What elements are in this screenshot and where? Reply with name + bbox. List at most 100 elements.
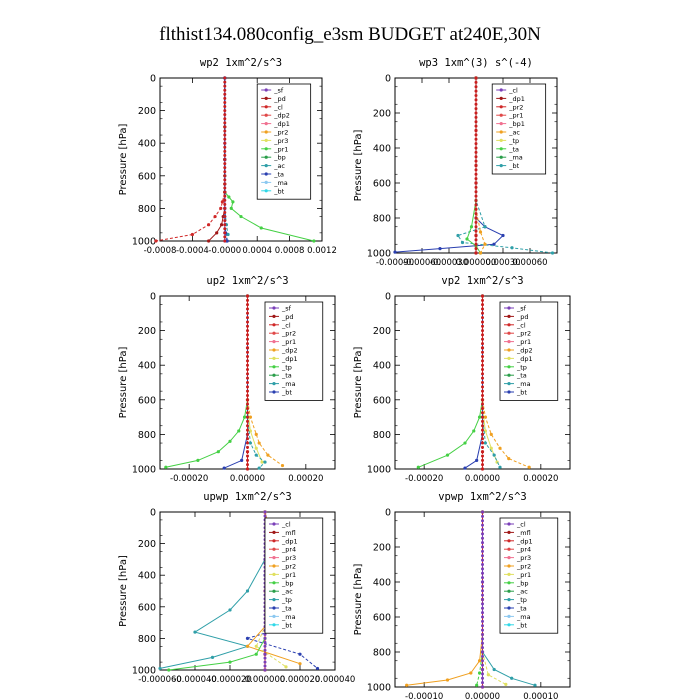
series-line-dp1 [418,296,483,468]
legend-marker [499,138,503,142]
panel-title: wp3 1xm^(3) s^(-4) [419,57,533,69]
zero-profile-point [246,298,249,302]
zero-profile-point [481,463,484,467]
zero-profile-point [223,227,227,231]
y-tick-label: 200 [138,539,156,550]
zero-profile-point [481,681,484,685]
zero-profile-point [481,393,484,397]
legend-label: _bt [516,389,527,397]
zero-profile-point [246,385,249,389]
series-point [460,240,465,245]
series-point [483,242,487,246]
series-point [207,239,211,243]
zero-profile-point [223,117,227,121]
series-point [492,242,496,246]
legend-marker [272,348,276,352]
zero-profile-point [481,337,484,341]
zero-profile-point [246,454,249,458]
zero-profile-point [481,368,484,372]
zero-profile-point [481,311,484,315]
series-point [475,458,479,462]
series-point [229,206,233,210]
legend-label: _mfl [281,529,296,537]
zero-profile-point [481,676,484,680]
legend-marker [264,130,268,134]
zero-profile-point [246,432,249,436]
x-tick-label: -0.00020 [170,474,208,484]
series-point [222,466,226,470]
series-point [237,429,241,433]
zero-profile-point [263,636,267,640]
legend-label: _pr3 [516,554,531,562]
x-tick-label: -0.00030 [430,258,468,268]
zero-profile-point [263,644,267,648]
x-tick-label: 0.000020 [280,675,321,685]
zero-profile-point [474,159,478,163]
series-point [478,230,483,234]
legend-label: _ta [508,145,519,153]
series-point [263,460,267,464]
legend-label: _bp [516,579,529,587]
zero-profile-point [481,611,484,615]
panel-title: vp2 1xm^2/s^3 [441,275,523,287]
legend-label: _pr2 [281,563,296,571]
zero-profile-point [481,324,484,328]
y-tick-label: 600 [373,179,391,190]
zero-profile-point [246,311,249,315]
zero-profile-point [246,450,249,454]
legend-label: _sf [281,305,292,313]
zero-profile-point [481,372,484,376]
zero-profile-point [481,528,484,531]
y-tick-label: 0 [150,74,156,85]
zero-profile-point [246,402,249,406]
zero-profile-point [481,619,484,623]
legend-marker [507,556,511,560]
zero-profile-point [481,406,484,410]
zero-profile-point [246,307,249,311]
series-point [393,250,397,254]
y-tick-label: 400 [138,361,156,372]
zero-profile-point [246,458,249,462]
legend-marker [272,614,276,619]
legend-label: _bp [273,154,286,162]
y-tick-label: 1000 [132,666,156,677]
series-point [227,195,231,199]
legend-label: _dp2 [273,112,290,120]
legend-marker [272,589,276,593]
series-point [504,682,508,686]
legend-marker [272,606,276,610]
series-point [489,432,493,436]
legend-label: _cl [281,521,291,529]
zero-profile-point [246,406,249,410]
zero-profile-point [481,558,484,562]
legend-label: _pr2 [516,330,531,338]
legend-marker [499,122,503,126]
legend-label: _bt [273,187,284,195]
x-tick-label: -0.00060 [403,258,441,268]
zero-profile-point [481,415,484,419]
zero-profile-point [481,532,484,536]
y-tick-label: 1000 [132,465,156,476]
legend-label: _pr3 [281,554,296,562]
zero-profile-point [223,162,227,166]
zero-profile-point [474,181,478,185]
legend-marker [499,113,503,117]
series-point [315,666,320,671]
y-axis-label: Pressure [hPa] [118,555,129,627]
zero-profile-point [474,107,478,111]
legend-label: _pr2 [516,563,531,571]
zero-profile-point [481,346,484,350]
zero-profile-point [474,155,478,159]
legend-label: _pr1 [516,571,531,579]
legend-marker [272,564,276,568]
legend-marker [507,623,511,627]
zero-profile-point [223,198,227,202]
y-tick-label: 1000 [367,465,391,476]
zero-profile-point [481,467,484,471]
x-tick-label: 0.000000 [245,675,286,685]
zero-profile-point [246,320,249,324]
zero-profile-point [481,536,484,540]
legend-label: _pr1 [516,338,531,346]
chart-panel-5: vpwp 1xm^2/s^3 Pressure [hPa] 0 200 400 600 80… [353,491,571,700]
zero-profile-point [223,113,227,117]
